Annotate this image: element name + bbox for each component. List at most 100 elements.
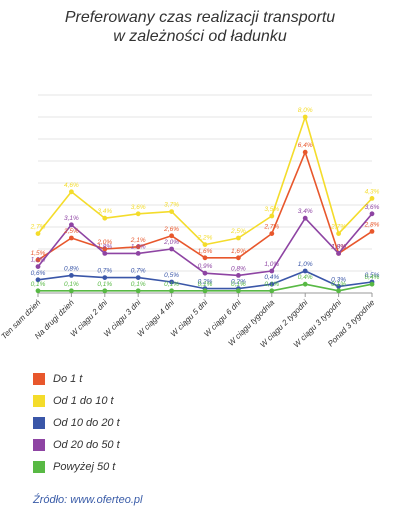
- data-point: [269, 268, 275, 274]
- data-point: [302, 215, 308, 221]
- data-point: [202, 288, 208, 294]
- data-label: 6,4%: [298, 142, 313, 149]
- data-point: [169, 209, 175, 215]
- legend-swatch: [33, 395, 45, 407]
- data-label: 0,8%: [231, 265, 246, 272]
- data-label: 3,5%: [264, 206, 279, 213]
- legend-swatch: [33, 461, 45, 473]
- series-line: [37, 116, 373, 246]
- data-label: 1,2%: [31, 257, 46, 264]
- data-label: 2,7%: [330, 224, 346, 231]
- data-point: [302, 281, 308, 287]
- data-point: [236, 288, 241, 294]
- data-point: [336, 288, 341, 294]
- data-label: 2,7%: [263, 224, 279, 231]
- data-label: 3,4%: [298, 208, 313, 215]
- data-label: 2,7%: [30, 224, 46, 231]
- data-label: 1,5%: [31, 250, 46, 257]
- data-point: [369, 196, 375, 201]
- data-label: 1,0%: [298, 261, 313, 268]
- chart-title-line-2: w zależności od ładunku: [113, 28, 287, 45]
- legend-swatch: [33, 417, 45, 429]
- data-point: [102, 288, 108, 294]
- legend-swatch: [33, 439, 45, 451]
- data-label: 0,1%: [97, 281, 112, 288]
- legend-label: Powyżej 50 t: [53, 461, 116, 473]
- data-point: [35, 277, 41, 283]
- data-label: 0,7%: [131, 268, 146, 275]
- data-label: 1,0%: [264, 261, 279, 268]
- data-label: 1,8%: [331, 243, 346, 250]
- data-label: 1,8%: [131, 243, 146, 250]
- data-point: [102, 246, 108, 252]
- data-point: [35, 257, 41, 263]
- chart-title-line-1: Preferowany czas realizacji transportu: [64, 9, 336, 26]
- data-label: 0,8%: [64, 265, 79, 272]
- data-point: [302, 114, 308, 120]
- data-point: [35, 231, 41, 237]
- data-point: [302, 149, 308, 155]
- data-point: [169, 288, 175, 294]
- data-point: [269, 288, 275, 294]
- data-label: 2,6%: [163, 226, 179, 233]
- data-label: 0,4%: [264, 274, 279, 281]
- data-label: 0,5%: [164, 272, 179, 279]
- data-point: [135, 211, 141, 217]
- data-point: [69, 273, 74, 278]
- data-label: 0,7%: [97, 268, 112, 275]
- data-point: [269, 281, 275, 287]
- data-point: [336, 251, 341, 256]
- data-label: 0,2%: [198, 279, 213, 286]
- data-point: [69, 222, 74, 228]
- data-point: [35, 288, 41, 294]
- data-label: 2,0%: [96, 239, 112, 246]
- data-label: 2,5%: [230, 228, 246, 235]
- data-label: 3,6%: [365, 204, 380, 211]
- data-label: 4,3%: [365, 188, 380, 195]
- data-point: [102, 215, 108, 221]
- data-label: 1,8%: [97, 243, 112, 250]
- data-point: [102, 275, 108, 280]
- data-point: [169, 279, 175, 285]
- data-point: [135, 288, 141, 294]
- data-label: 1,6%: [231, 248, 246, 255]
- data-point: [169, 246, 175, 252]
- data-point: [369, 229, 375, 234]
- data-label: 0,9%: [198, 263, 213, 270]
- data-point: [369, 211, 375, 217]
- data-label: 3,1%: [64, 215, 79, 222]
- data-label: 0,1%: [64, 281, 79, 288]
- source-note: Źródło: www.oferteo.pl: [33, 494, 143, 506]
- data-label: 2,2%: [197, 235, 213, 242]
- data-point: [69, 189, 74, 195]
- data-label: 0,1%: [31, 281, 46, 288]
- legend-label: Od 1 do 10 t: [53, 395, 114, 407]
- data-point: [202, 255, 208, 261]
- data-point: [135, 251, 141, 256]
- data-point: [336, 284, 341, 289]
- data-point: [135, 244, 141, 250]
- data-point: [169, 233, 175, 239]
- data-label: 0,1%: [131, 281, 146, 288]
- data-point: [236, 235, 241, 241]
- data-point: [336, 231, 341, 237]
- data-label: 2,5%: [63, 228, 79, 235]
- data-point: [69, 235, 74, 241]
- legend-label: Od 10 do 20 t: [53, 417, 120, 429]
- legend-swatch: [33, 373, 45, 385]
- data-point: [302, 268, 308, 274]
- data-point: [202, 242, 208, 248]
- legend-label: Do 1 t: [53, 373, 83, 385]
- data-label: 2,8%: [364, 221, 380, 228]
- data-point: [102, 251, 108, 256]
- data-label: 0,1%: [231, 281, 246, 288]
- legend-label: Od 20 do 50 t: [53, 439, 120, 451]
- data-point: [135, 275, 141, 280]
- data-label: 3,6%: [131, 204, 146, 211]
- data-label: 0,6%: [31, 270, 46, 277]
- data-point: [269, 231, 275, 237]
- data-label: 1,8%: [331, 243, 346, 250]
- data-label: 8,0%: [298, 107, 313, 114]
- data-point: [369, 281, 375, 287]
